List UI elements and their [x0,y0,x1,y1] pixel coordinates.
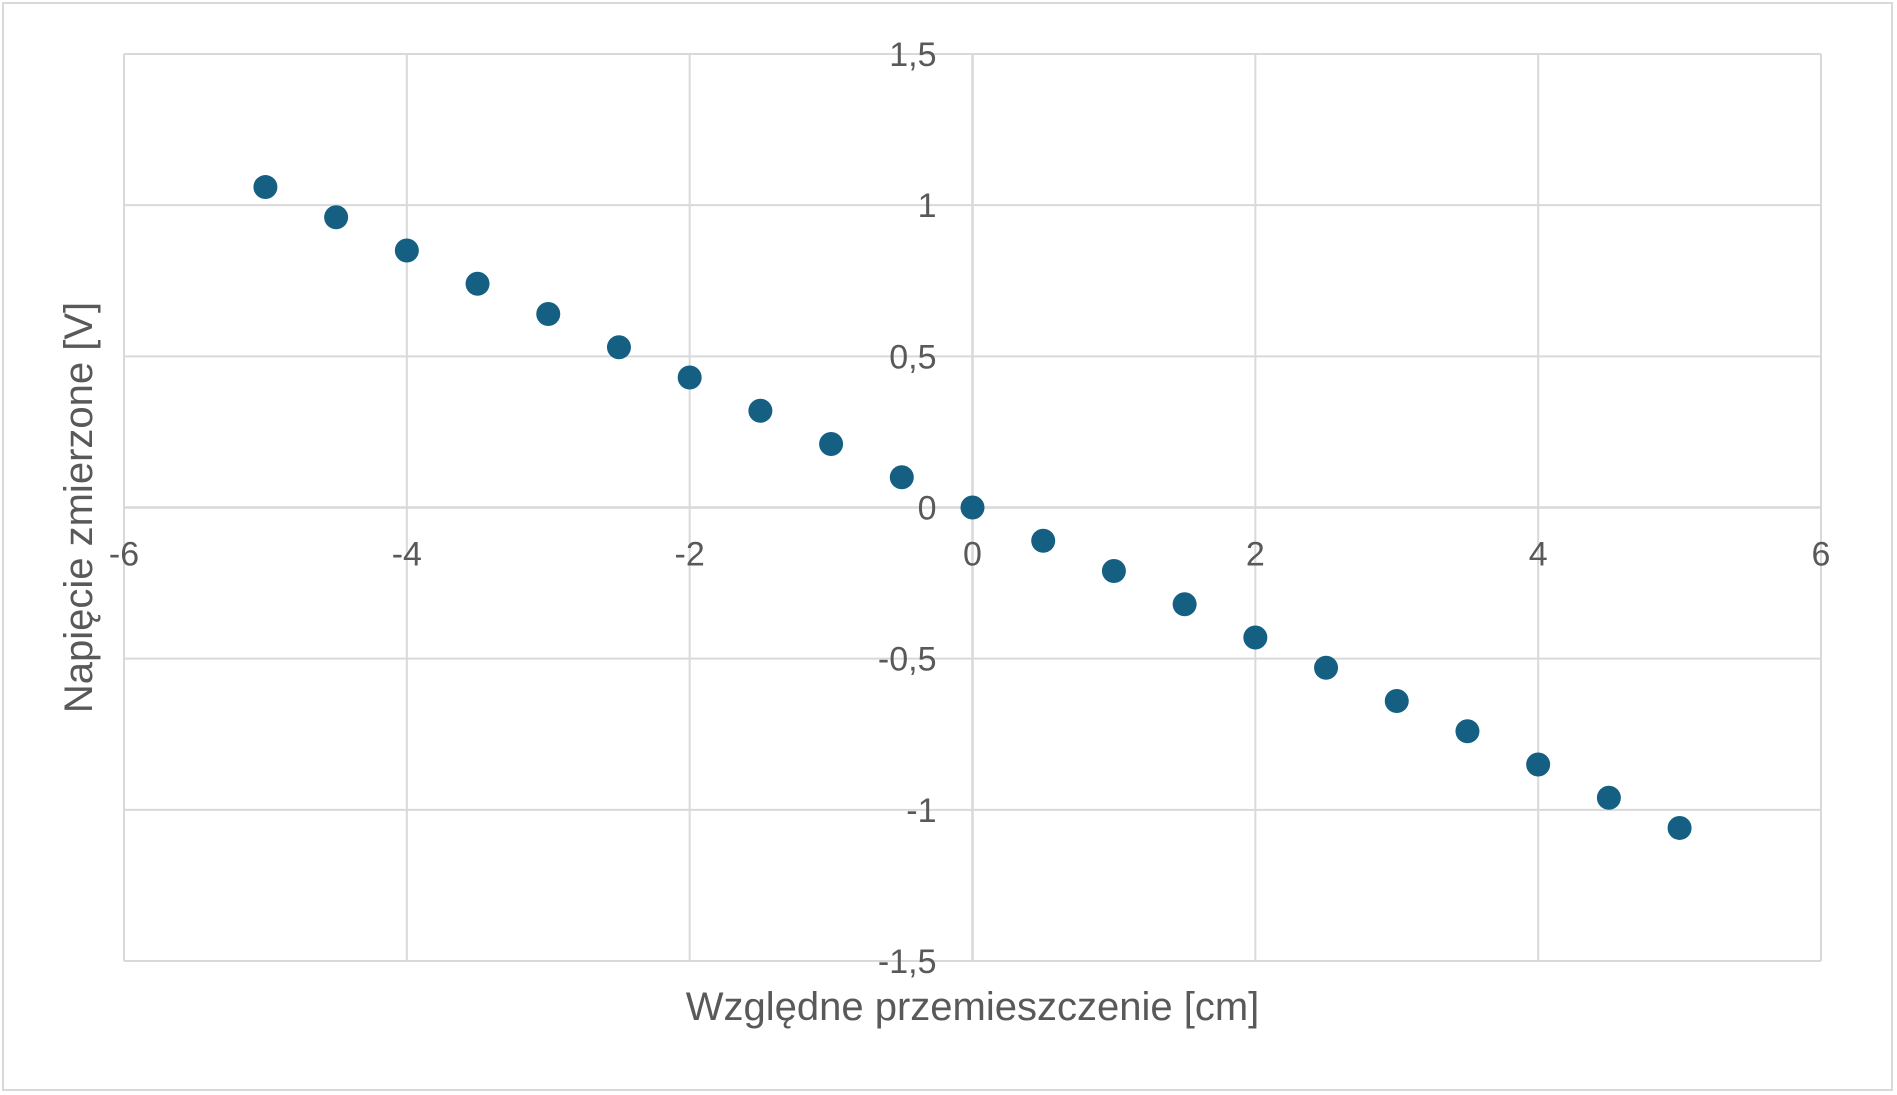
y-tick-label: 0 [918,490,937,528]
x-tick-label: 0 [963,536,982,574]
x-tick-label: 4 [1529,536,1548,574]
data-point [1172,592,1197,617]
x-tick-label: 2 [1246,536,1265,574]
y-tick-label: 1 [918,187,937,225]
data-point [677,365,702,390]
data-point [1314,655,1339,680]
data-point [1667,815,1692,840]
data-point [748,398,773,423]
y-axis-title: Napięcie zmierzone [V] [57,302,101,713]
x-axis-title: Względne przemieszczenie [cm] [686,985,1260,1029]
y-tick-label: -1,5 [878,943,937,981]
data-point [324,205,349,230]
data-points [253,175,1692,840]
data-point [889,465,914,490]
x-tick-label: -6 [109,536,139,574]
y-tick-label: -1 [906,792,936,830]
data-point [465,271,490,296]
data-point [1101,558,1126,583]
tick-labels: -6 -4 -2 0 2 4 6 -1,5 -1 -0,5 0 0,5 1 1,5 [109,36,1831,981]
x-tick-label: 6 [1812,536,1831,574]
data-point [1526,752,1551,777]
data-point [1596,785,1621,810]
y-tick-label: -0,5 [878,641,937,679]
x-tick-label: -2 [675,536,705,574]
data-point [960,495,985,520]
x-tick-label: -4 [392,536,422,574]
data-point [394,238,419,263]
data-point [253,175,278,200]
data-point [536,302,561,327]
data-point [1455,719,1480,744]
y-tick-label: 1,5 [889,36,936,74]
data-point [1384,688,1409,713]
data-point [1243,625,1268,650]
data-point [606,335,631,360]
data-point [819,432,844,457]
scatter-chart: -6 -4 -2 0 2 4 6 -1,5 -1 -0,5 0 0,5 1 1,5 Względne pr… [57,36,1831,1029]
y-tick-label: 0,5 [889,338,936,376]
data-point [1031,528,1056,553]
